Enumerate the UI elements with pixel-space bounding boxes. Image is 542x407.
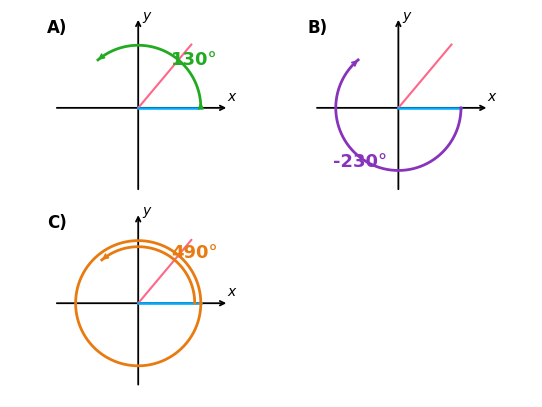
Text: A): A) (47, 19, 68, 37)
Text: C): C) (47, 214, 67, 232)
Text: 490°: 490° (171, 244, 218, 262)
Text: 130°: 130° (171, 51, 218, 69)
Text: y: y (143, 9, 151, 23)
Text: y: y (403, 9, 411, 23)
Text: y: y (143, 204, 151, 219)
Text: x: x (227, 285, 235, 299)
Text: x: x (227, 90, 235, 103)
Text: B): B) (307, 19, 327, 37)
Text: x: x (487, 90, 495, 103)
Text: -230°: -230° (333, 153, 388, 171)
